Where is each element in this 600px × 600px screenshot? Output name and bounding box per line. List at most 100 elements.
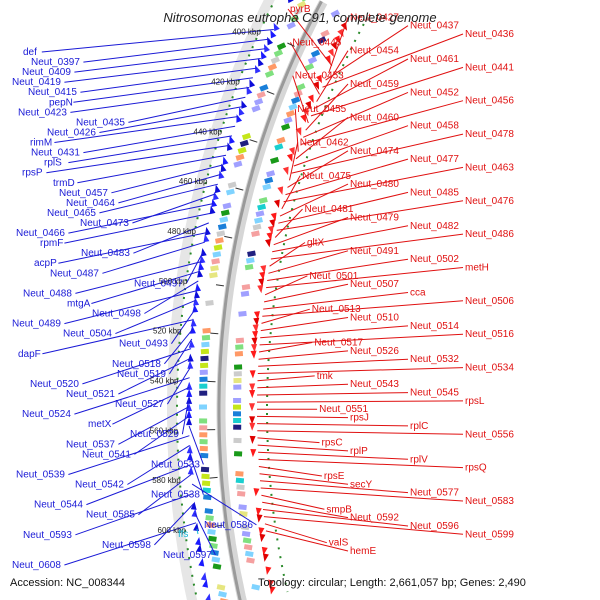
reverse-cog-block [310, 49, 321, 58]
forward-cog-block [199, 432, 208, 438]
reverse-cog-block [238, 310, 247, 317]
reverse-cog-block [233, 424, 242, 430]
gene-label-right: Neut_0455 [297, 104, 346, 115]
reverse-cog-block [246, 557, 255, 564]
gene-label-left: Neut_0524 [22, 409, 71, 420]
reverse-cog-block [244, 550, 254, 558]
leader-line-left [80, 67, 257, 93]
leader-line-left [189, 454, 204, 495]
forward-cog-block [213, 244, 223, 251]
gene-label-left: Neut_0593 [23, 530, 72, 541]
gene-label-left: Neut_0493 [119, 339, 168, 350]
forward-cog-block [211, 556, 221, 563]
reverse-cog-block [262, 183, 272, 191]
gene-label-left: Neut_0520 [30, 379, 79, 390]
gene-label-right: rpsL [465, 396, 485, 407]
ring-background [167, 0, 365, 600]
reverse-cog-block [270, 156, 280, 164]
gene-label-right: tmk [317, 371, 334, 382]
gene-label-left: Neut_0415 [28, 87, 77, 98]
reverse-cog-block [257, 203, 267, 211]
gene-label-left: rplS [44, 158, 62, 169]
forward-cog-block [256, 91, 266, 99]
leader-line-right [303, 91, 409, 138]
forward-cog-block [202, 327, 211, 334]
leader-line-right [293, 125, 409, 167]
reverse-cog-block [276, 136, 286, 145]
reverse-cog-block [240, 290, 250, 297]
forward-cog-block [211, 258, 220, 265]
reverse-cog-block [304, 63, 315, 71]
leader-line-right [266, 267, 464, 289]
leader-line-right [257, 375, 315, 382]
leader-line-right [287, 8, 333, 67]
reverse-gene-arrow [334, 35, 341, 44]
leader-line-left [77, 154, 227, 184]
gene-label-right: Neut_0545 [410, 388, 459, 399]
leader-line-right [264, 275, 308, 296]
gene-label-left: Neut_0489 [12, 319, 61, 330]
forward-gene-arrow [198, 262, 205, 271]
leader-line-right [305, 83, 349, 131]
gene-label-right: Neut_0461 [410, 54, 459, 65]
leader-line-left [102, 241, 205, 274]
leader-line-left [58, 232, 207, 264]
scale-ticks: 400 kbp 420 kbp 440 kbp 460 kbp 480 kbp 500 k… [150, 28, 295, 535]
gene-label-left: def [23, 47, 37, 58]
gene-label-right: Neut_0446 [292, 37, 341, 48]
gene-label-right: hemE [350, 546, 376, 557]
forward-cog-block [199, 439, 208, 445]
gene-label-right: Neut_0482 [410, 221, 459, 232]
leader-line-right [257, 437, 320, 444]
leader-line-left [185, 251, 204, 284]
gene-label-left: Neut_0544 [34, 500, 83, 511]
forward-gene-arrow [205, 593, 211, 600]
leader-line-left [68, 135, 233, 164]
forward-cog-block [207, 528, 216, 535]
reverse-gene-arrow [266, 232, 273, 241]
forward-cog-block [212, 563, 222, 570]
gene-label-rna: ffs [178, 529, 188, 540]
leader-line-right [289, 142, 299, 181]
reverse-gene-arrow [253, 317, 260, 326]
leader-line-left [64, 58, 261, 83]
leader-line-right [278, 191, 409, 224]
leader-line-left [91, 270, 200, 304]
map-title: Nitrosomonas eutropha C91, complete geno… [163, 10, 436, 25]
leader-line-right [260, 325, 409, 339]
leader-line-right [263, 283, 349, 303]
reverse-cog-block [233, 417, 242, 424]
backbone-ring [217, 0, 323, 600]
forward-gene-arrow [196, 543, 203, 553]
reverse-gene-arrow [250, 350, 257, 359]
leader-line-left [132, 193, 216, 224]
leader-line-left [42, 319, 194, 355]
forward-cog-block [270, 56, 280, 65]
forward-gene-arrow [202, 579, 209, 588]
reverse-gene-arrow [313, 81, 320, 90]
gene-label-left: Neut_0435 [76, 117, 125, 128]
gene-label-right: Neut_0517 [314, 338, 363, 349]
gene-label-right: Neut_0459 [350, 79, 399, 90]
reverse-cog-block [274, 143, 284, 151]
genome-stats-text: Topology: circular; Length: 2,661,057 bp… [258, 577, 526, 589]
forward-gene-arrow [195, 536, 201, 546]
reverse-gene-arrow [324, 55, 331, 64]
reverse-gene-arrow [282, 166, 289, 176]
forward-gene-arrow [229, 135, 235, 144]
reverse-gene-arrow [269, 586, 276, 595]
leader-line-right [268, 250, 349, 274]
forward-gene-arrow [211, 198, 218, 208]
gene-label-right: Neut_0441 [465, 62, 514, 73]
leader-line-left [118, 174, 221, 204]
leader-line-left [138, 474, 192, 516]
gene-label-left: Neut_0473 [80, 218, 129, 229]
reverse-gene-arrow [251, 337, 258, 346]
forward-cog-block [237, 146, 247, 154]
tick-label: 440 kbp [194, 127, 223, 136]
gene-label-right: Neut_0480 [350, 179, 399, 190]
leader-line-left [73, 77, 253, 103]
gene-label-left: Neut_0465 [47, 208, 96, 219]
forward-cog-block [233, 160, 243, 168]
gene-label-right: Neut_0485 [410, 187, 459, 198]
